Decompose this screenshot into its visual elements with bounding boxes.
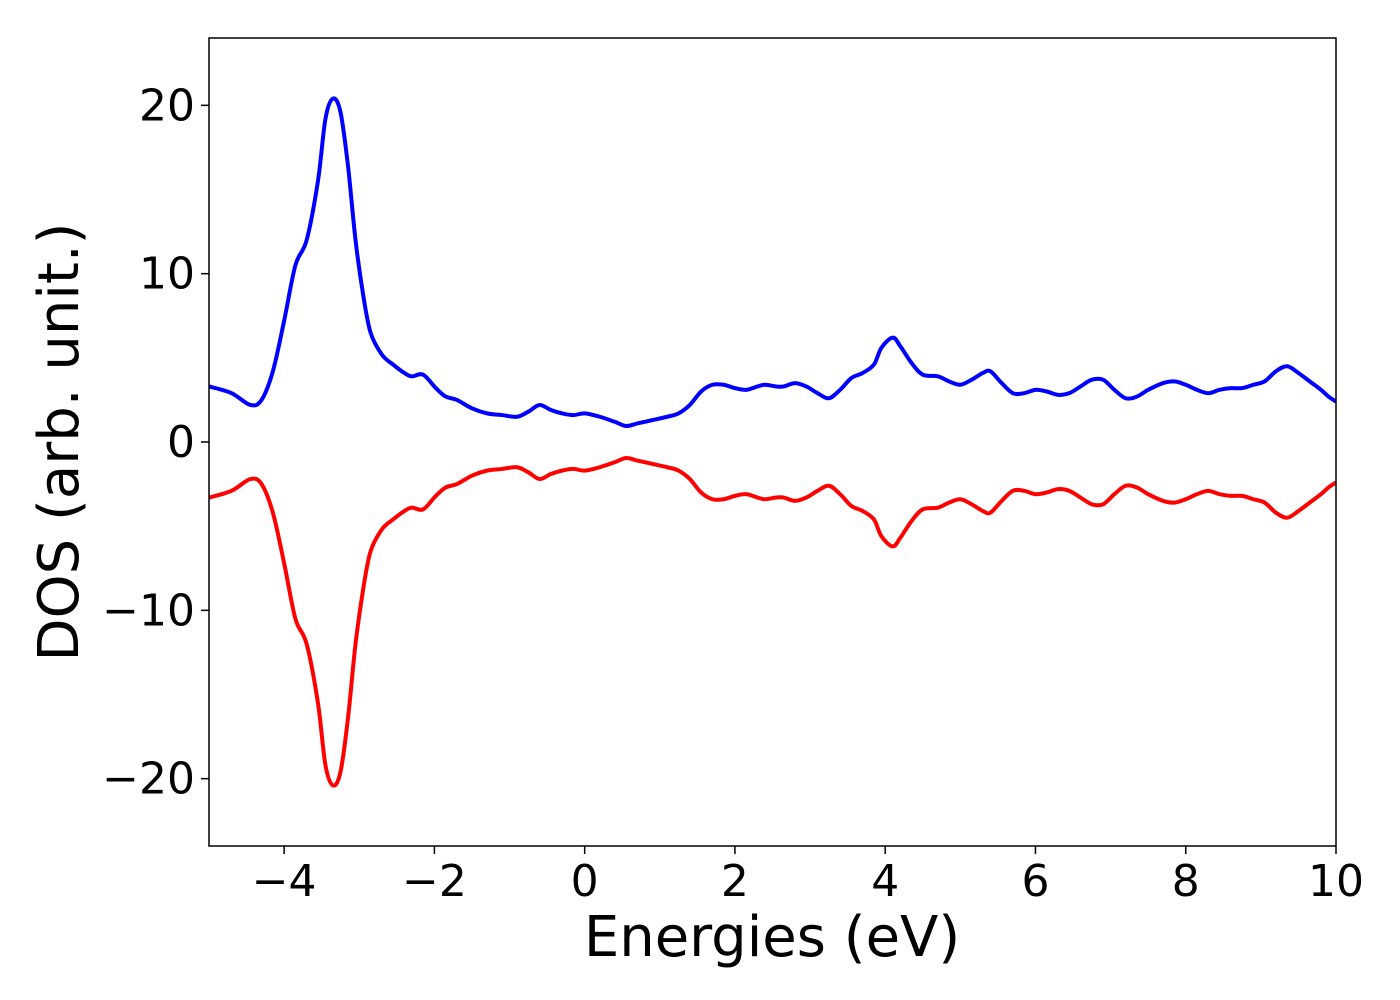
x-tick-label: 8 — [1172, 856, 1200, 907]
y-axis-label: DOS (arb. unit.) — [27, 222, 92, 661]
x-axis-ticks: −4 −2 0 2 4 6 8 10 — [252, 846, 1364, 907]
x-tick-label: −4 — [252, 856, 317, 907]
y-tick-label: −10 — [102, 585, 195, 636]
series-layer — [209, 96, 1336, 788]
series-line-negative — [209, 455, 1336, 788]
y-axis-ticks: −20 −10 0 10 20 — [102, 80, 209, 805]
x-tick-label: 2 — [721, 856, 749, 907]
series-line-positive — [209, 96, 1336, 429]
x-tick-label: 6 — [1021, 856, 1049, 907]
x-axis-label: Energies (eV) — [584, 905, 960, 970]
y-tick-label: 10 — [139, 249, 195, 300]
y-tick-label: 20 — [139, 80, 195, 131]
x-tick-label: 10 — [1308, 856, 1364, 907]
y-tick-label: −20 — [102, 754, 195, 805]
x-tick-label: −2 — [402, 856, 467, 907]
plot-frame — [208, 37, 1337, 847]
x-tick-label: 0 — [571, 856, 599, 907]
x-tick-label: 4 — [871, 856, 899, 907]
y-tick-label: 0 — [167, 417, 195, 468]
